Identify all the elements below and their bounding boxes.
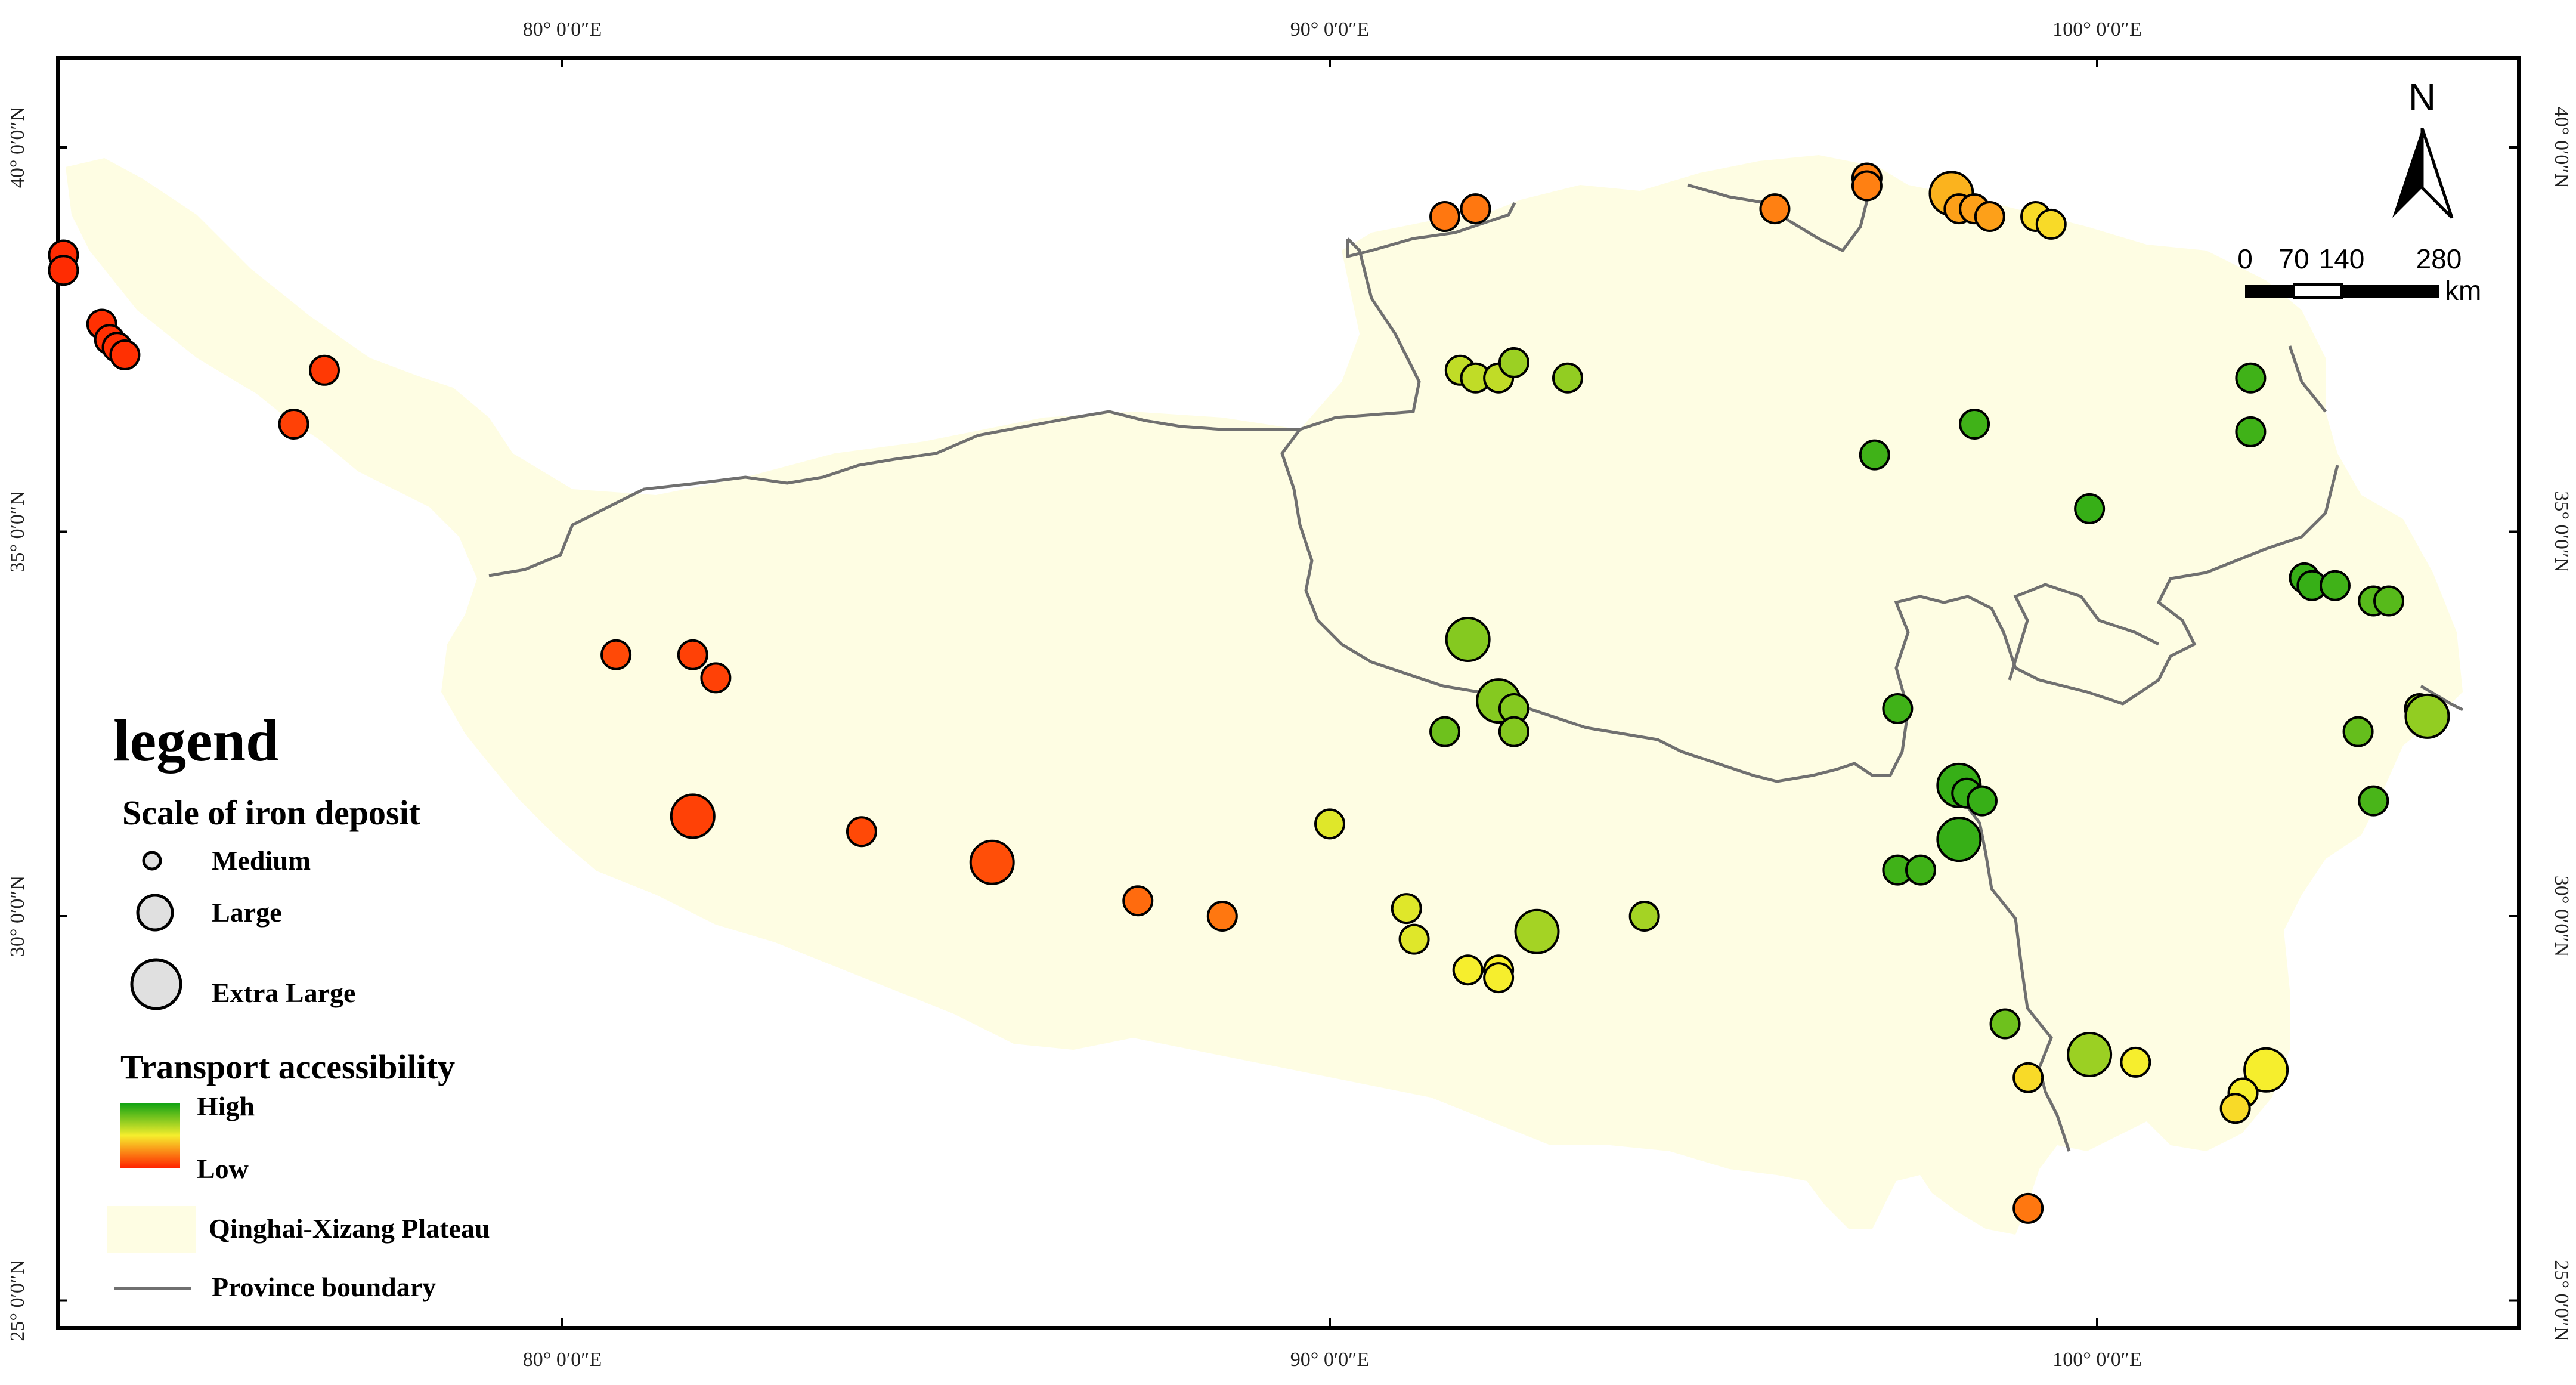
lon-tick-label: 80° 0′0″E xyxy=(523,1349,602,1371)
deposit-point xyxy=(1452,954,1484,986)
deposit-point xyxy=(1498,716,1530,747)
legend-large-label: Large xyxy=(212,897,282,928)
lon-tick-label: 80° 0′0″E xyxy=(523,18,602,41)
deposit-point xyxy=(1460,193,1491,225)
legend-extra-large-symbol xyxy=(130,958,182,1010)
deposit-point xyxy=(1989,1008,2021,1040)
deposit-point xyxy=(109,339,141,371)
deposit-point xyxy=(2235,416,2267,447)
deposit-point xyxy=(48,255,79,286)
lon-tick-label: 90° 0′0″E xyxy=(1290,18,1369,41)
deposit-point xyxy=(1429,716,1461,747)
scale-label-0: 0 xyxy=(2237,243,2253,274)
deposit-point xyxy=(1966,785,1998,817)
deposit-point xyxy=(2074,493,2106,524)
north-arrow-icon xyxy=(2392,128,2422,218)
province-boundaries xyxy=(488,166,2464,1152)
graticule-ticks: 80° 0′0″E 80° 0′0″E 90° 0′0″E 90° 0′0″E 100°… xyxy=(7,18,2572,1371)
deposit-point xyxy=(2319,570,2351,601)
deposit-point xyxy=(1514,908,1560,954)
deposit-point xyxy=(1859,439,1890,471)
deposit-point xyxy=(1905,854,1936,886)
lat-tick-label: 35° 0′0″N xyxy=(7,491,29,572)
legend-plateau-swatch xyxy=(107,1206,196,1253)
deposit-point xyxy=(1552,362,1583,394)
lon-tick-label: 100° 0′0″E xyxy=(2052,18,2141,41)
deposit-point xyxy=(1759,193,1791,225)
deposit-point xyxy=(309,354,340,386)
deposit-point xyxy=(600,639,632,670)
lat-tick-label: 40° 0′0″N xyxy=(7,107,29,188)
scale-bar: 0 70 140 280 km xyxy=(2237,243,2481,306)
deposit-point xyxy=(2243,1047,2289,1093)
deposit-point xyxy=(1122,885,1154,917)
north-label: N xyxy=(2408,76,2436,119)
deposit-point xyxy=(1483,962,1515,994)
map-frame xyxy=(56,56,2521,1330)
deposit-point xyxy=(1391,893,1422,925)
lon-tick-label: 90° 0′0″E xyxy=(1290,1349,1369,1371)
deposit-point xyxy=(700,662,732,694)
deposit-point xyxy=(1974,201,2005,233)
legend-plateau-label: Qinghai-Xizang Plateau xyxy=(209,1213,490,1244)
scale-unit: km xyxy=(2445,275,2481,306)
legend-scale-title: Scale of iron deposit xyxy=(122,793,421,832)
legend-low-label: Low xyxy=(197,1154,249,1184)
lat-tick-label: 25° 0′0″N xyxy=(7,1260,29,1341)
deposit-point xyxy=(1398,923,1430,955)
deposit-point xyxy=(1936,817,1982,862)
scale-label-2: 140 xyxy=(2319,243,2365,274)
legend-transport-title: Transport accessibility xyxy=(120,1047,455,1086)
deposit-point xyxy=(1429,201,1461,233)
deposit-point xyxy=(2012,1062,2044,1093)
deposit-point xyxy=(2012,1192,2044,1224)
deposit-point xyxy=(969,839,1015,885)
legend-medium-label: Medium xyxy=(212,845,311,876)
legend-boundary-label: Province boundary xyxy=(212,1272,436,1302)
deposit-point xyxy=(278,409,309,440)
legend-gradient xyxy=(120,1103,180,1168)
deposit-point xyxy=(2373,585,2405,617)
deposit-point xyxy=(1206,901,1238,932)
scale-label-3: 280 xyxy=(2416,243,2462,274)
deposit-point xyxy=(1498,347,1530,378)
deposit-point xyxy=(1851,170,1883,202)
deposit-point xyxy=(2035,208,2067,240)
deposit-point xyxy=(846,816,877,848)
scale-label-1: 70 xyxy=(2278,243,2309,274)
lat-tick-label: 40° 0′0″N xyxy=(2550,107,2572,188)
legend-large-symbol xyxy=(136,894,174,932)
deposit-point xyxy=(2067,1032,2113,1078)
deposit-point xyxy=(2219,1093,2251,1124)
deposit-point xyxy=(2342,716,2374,747)
lon-tick-label: 100° 0′0″E xyxy=(2052,1349,2141,1371)
north-arrow: N xyxy=(2392,76,2454,219)
deposit-point xyxy=(1628,901,1660,932)
legend-high-label: High xyxy=(197,1091,255,1121)
plateau-area xyxy=(66,155,2463,1235)
deposit-point xyxy=(1959,409,1990,440)
legend: legend Scale of iron deposit Medium Larg… xyxy=(107,707,490,1302)
deposit-point xyxy=(670,793,716,839)
lat-tick-label: 25° 0′0″N xyxy=(2550,1260,2572,1341)
legend-extra-large-label: Extra Large xyxy=(212,978,355,1008)
deposit-point xyxy=(1314,808,1345,840)
legend-title: legend xyxy=(113,707,279,774)
deposit-point xyxy=(1445,616,1491,662)
deposit-point xyxy=(677,639,708,670)
deposit-point xyxy=(2404,693,2450,739)
legend-medium-symbol xyxy=(142,851,162,871)
lat-tick-label: 30° 0′0″N xyxy=(7,876,29,957)
deposit-point xyxy=(1882,692,1914,724)
deposit-point xyxy=(2235,362,2267,394)
deposit-points xyxy=(48,162,2450,1224)
deposit-point xyxy=(2358,785,2389,817)
lat-tick-label: 30° 0′0″N xyxy=(2550,876,2572,957)
lat-tick-label: 35° 0′0″N xyxy=(2550,491,2572,572)
deposit-point xyxy=(2120,1046,2151,1078)
